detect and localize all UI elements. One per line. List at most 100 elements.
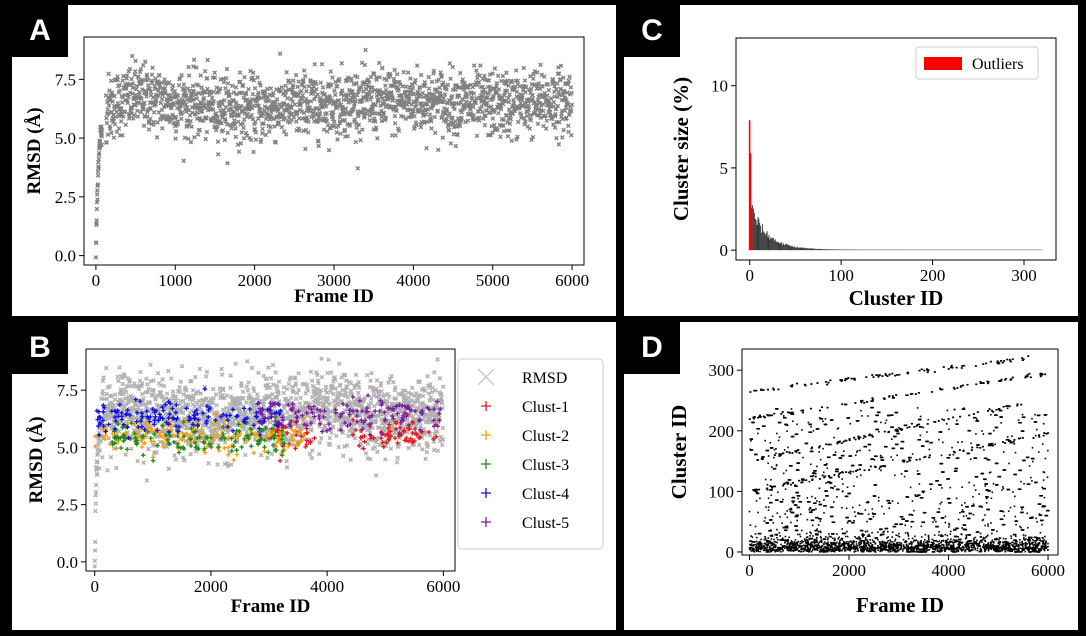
cluster-bar <box>961 249 963 251</box>
x-tick-label: 100 <box>828 266 854 285</box>
data-point <box>562 108 568 114</box>
data-point <box>248 137 254 143</box>
data-point <box>332 99 338 105</box>
data-point <box>151 119 157 125</box>
data-point <box>368 400 374 405</box>
data-point <box>477 73 482 78</box>
data-point <box>181 158 186 164</box>
data-point <box>423 429 429 435</box>
cluster-bar <box>785 243 787 251</box>
data-point <box>141 434 146 439</box>
data-point <box>100 418 106 423</box>
data-point <box>129 53 135 59</box>
cluster-bar <box>965 249 966 251</box>
data-point <box>303 444 308 450</box>
data-point <box>276 379 282 385</box>
data-point <box>112 392 118 397</box>
cluster-bar <box>764 234 766 251</box>
cluster-bar <box>756 225 758 251</box>
data-point <box>191 429 196 435</box>
data-point <box>256 90 261 96</box>
data-point <box>315 407 320 412</box>
data-point <box>146 446 151 452</box>
data-point <box>236 112 242 118</box>
data-point <box>343 378 349 383</box>
data-point <box>380 440 385 445</box>
data-point <box>284 430 290 436</box>
cluster-bar <box>1024 249 1026 251</box>
data-point <box>327 100 333 106</box>
data-point <box>106 422 111 427</box>
cluster-bar <box>760 225 762 251</box>
data-point <box>262 437 268 443</box>
data-point <box>123 122 129 128</box>
data-point <box>412 426 418 432</box>
data-point <box>316 413 322 419</box>
data-point <box>181 410 186 415</box>
data-point <box>175 93 181 99</box>
cluster-bar <box>931 249 933 251</box>
cluster-bar <box>936 249 938 251</box>
data-point <box>400 413 406 419</box>
data-point <box>301 68 307 73</box>
cluster-bar <box>770 237 772 251</box>
data-point <box>546 87 552 93</box>
cluster-bar <box>956 249 958 251</box>
data-point <box>526 104 532 110</box>
cluster-bar <box>815 248 816 251</box>
cluster-bar <box>822 249 824 251</box>
cluster-bar <box>753 208 754 251</box>
data-point <box>362 395 368 401</box>
data-point <box>167 411 172 417</box>
data-point <box>540 84 545 89</box>
data-point <box>116 113 122 118</box>
data-point <box>209 95 215 101</box>
data-point <box>173 410 179 415</box>
data-point <box>324 390 330 395</box>
data-point <box>952 543 955 546</box>
cluster-bar <box>874 249 876 251</box>
data-point <box>280 433 286 438</box>
data-point <box>277 458 283 463</box>
data-point <box>201 439 206 445</box>
data-point <box>286 381 292 387</box>
data-point <box>190 110 195 115</box>
data-point <box>416 418 422 423</box>
cluster-bar <box>856 249 858 251</box>
data-point <box>424 145 429 151</box>
cluster-bar <box>919 249 921 251</box>
cluster-bar <box>752 205 753 251</box>
data-point <box>256 426 262 431</box>
data-point <box>106 111 111 116</box>
cluster-bar <box>1004 249 1006 251</box>
data-point <box>208 91 214 96</box>
data-point <box>381 110 387 115</box>
outlier-bar <box>748 120 751 251</box>
data-point <box>148 414 153 420</box>
cluster-bar <box>915 249 917 251</box>
data-point <box>504 112 509 118</box>
data-point <box>239 383 244 388</box>
data-point <box>228 373 233 378</box>
data-point <box>507 121 513 126</box>
cluster-bar <box>987 249 988 251</box>
data-point <box>142 440 148 446</box>
data-point <box>256 439 262 445</box>
data-point <box>145 82 151 88</box>
data-point <box>373 125 379 130</box>
cluster-bar <box>959 249 961 251</box>
data-point <box>392 113 398 119</box>
data-point <box>428 119 434 124</box>
data-point <box>490 71 495 76</box>
cluster-bar <box>927 249 929 251</box>
data-point <box>210 107 216 112</box>
data-point <box>192 416 197 422</box>
data-point <box>273 140 279 145</box>
data-point <box>323 387 328 393</box>
cluster-bar <box>888 249 890 251</box>
data-point <box>170 393 176 398</box>
data-point <box>290 438 296 443</box>
data-point <box>194 65 199 70</box>
data-point <box>183 102 189 107</box>
data-point <box>397 402 402 408</box>
